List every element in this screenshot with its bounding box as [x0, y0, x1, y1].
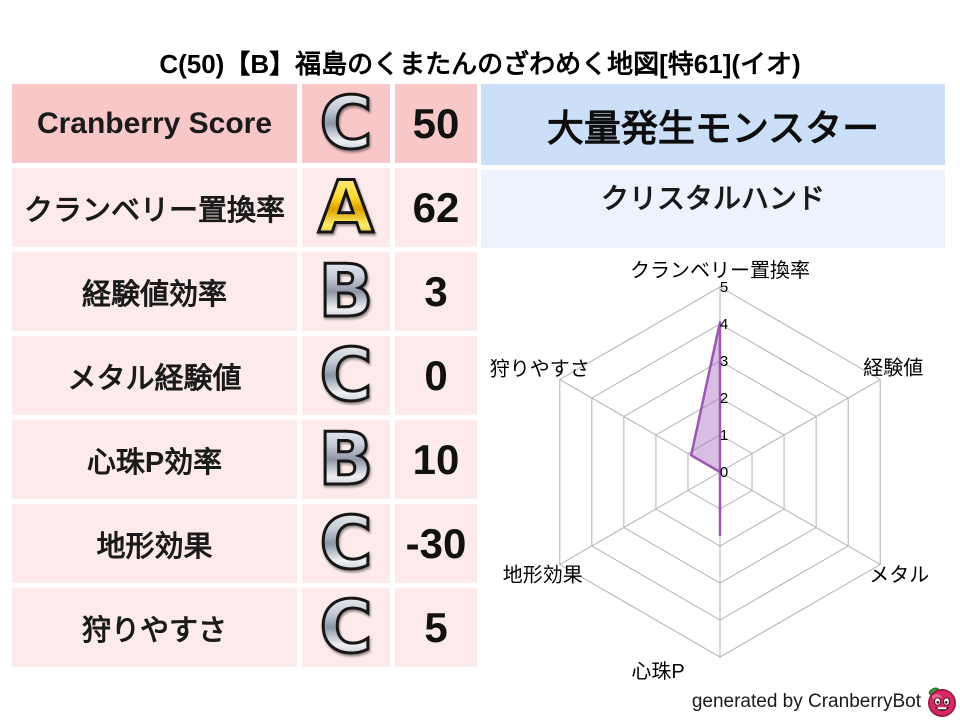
grade-badge-icon: B [317, 252, 375, 331]
stat-value: 10 [395, 420, 477, 499]
mass-outbreak-header: 大量発生モンスター [481, 84, 945, 165]
stats-table: Cranberry Score C 50 クランベリー置換率 A 62 経験値効… [12, 84, 477, 667]
grade-badge-icon: B [317, 420, 375, 499]
grade-cell: C [302, 336, 390, 415]
radar-axis-label: 心珠P [631, 660, 684, 683]
page-title: C(50)【B】福島のくまたんのざわめく地図[特61](イオ) [159, 49, 801, 79]
radar-data-polygon [689, 320, 722, 537]
stat-label: Cranberry Score [12, 84, 297, 163]
radar-tick-label: 3 [720, 353, 728, 370]
monster-name: クリスタルハンド [481, 170, 945, 248]
stat-label: メタル経験値 [12, 336, 297, 415]
grade-badge-icon: C [318, 504, 374, 583]
stat-value: 0 [395, 336, 477, 415]
radar-grid-spoke [559, 471, 721, 565]
radar-axis-label: メタル [869, 564, 929, 587]
footer-credit: generated by CranberryBot [692, 686, 958, 718]
grade-badge-icon: C [318, 84, 374, 163]
stat-label: クランベリー置換率 [12, 168, 297, 247]
grade-cell: B [302, 420, 390, 499]
radar-grid-spoke [719, 379, 881, 473]
stat-value: 62 [395, 168, 477, 247]
stat-value: 3 [395, 252, 477, 331]
grade-cell: C [302, 588, 390, 667]
radar-tick-label: 5 [720, 279, 728, 296]
stat-label: 経験値効率 [12, 252, 297, 331]
stat-value: 50 [395, 84, 477, 163]
stat-label: 地形効果 [12, 504, 297, 583]
grade-cell: A [302, 168, 390, 247]
grade-cell: B [302, 252, 390, 331]
radar-grid-spoke [719, 471, 881, 565]
radar-tick-label: 0 [720, 464, 728, 481]
grade-cell: C [302, 504, 390, 583]
cranberry-bot-icon [928, 687, 956, 717]
radar-tick-label: 4 [720, 316, 728, 333]
stat-label: 心珠P効率 [12, 420, 297, 499]
radar-tick-label: 1 [720, 427, 728, 444]
stat-label: 狩りやすさ [12, 588, 297, 667]
radar-tick-label: 2 [720, 390, 728, 407]
grade-badge-icon: C [318, 588, 374, 667]
radar-axis-label: 狩りやすさ [490, 358, 590, 381]
stat-value: -30 [395, 504, 477, 583]
stat-value: 5 [395, 588, 477, 667]
radar-axis-label: クランベリー置換率 [630, 259, 810, 282]
radar-axis-label: 地形効果 [503, 564, 583, 587]
grade-badge-icon: C [318, 336, 374, 415]
grade-cell: C [302, 84, 390, 163]
grade-badge-icon: A [317, 168, 376, 247]
credit-text: generated by CranberryBot [691, 691, 921, 712]
radar-axis-label: 経験値 [863, 357, 923, 380]
